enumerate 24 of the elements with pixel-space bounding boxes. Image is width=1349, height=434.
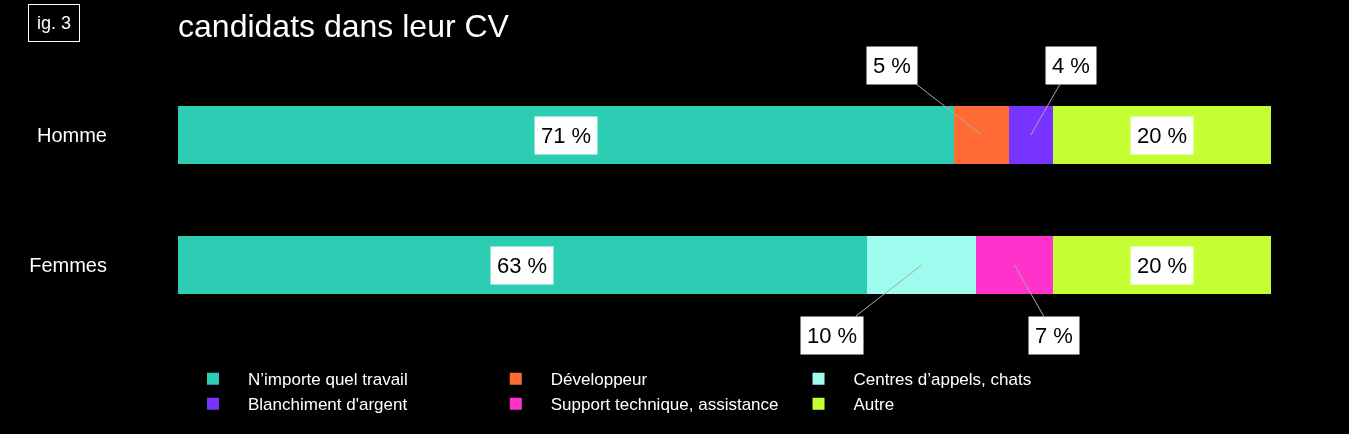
bar bbox=[976, 235, 1053, 295]
data-label: 4 % bbox=[1052, 53, 1090, 78]
legend-label: N’importe quel travail bbox=[248, 370, 408, 390]
bar bbox=[178, 105, 955, 165]
legend-label: Développeur bbox=[550, 370, 648, 390]
legend-label: Support technique, assistance bbox=[550, 395, 779, 415]
data-label: 5 % bbox=[873, 53, 911, 78]
text: ig. 3 bbox=[37, 13, 72, 33]
bar bbox=[1009, 105, 1053, 165]
data-label: 20 % bbox=[1137, 253, 1188, 278]
bar bbox=[954, 105, 1010, 165]
data-label: 10 % bbox=[807, 323, 858, 348]
legend-label: Blanchiment d'argent bbox=[248, 395, 408, 415]
bar bbox=[866, 235, 977, 295]
data-label: 20 % bbox=[1137, 123, 1188, 148]
legend-label: Autre bbox=[853, 395, 895, 415]
legend-label: Centres d’appels, chats bbox=[853, 370, 1032, 390]
data-label: 71 % bbox=[541, 123, 592, 148]
chart-title: candidats dans leur CV bbox=[178, 8, 510, 45]
y-tick-label: Femmes bbox=[29, 254, 107, 276]
bar bbox=[178, 235, 867, 295]
y-tick-label: Homme bbox=[36, 124, 107, 146]
data-label: 7 % bbox=[1035, 323, 1073, 348]
data-label: 63 % bbox=[497, 253, 548, 278]
